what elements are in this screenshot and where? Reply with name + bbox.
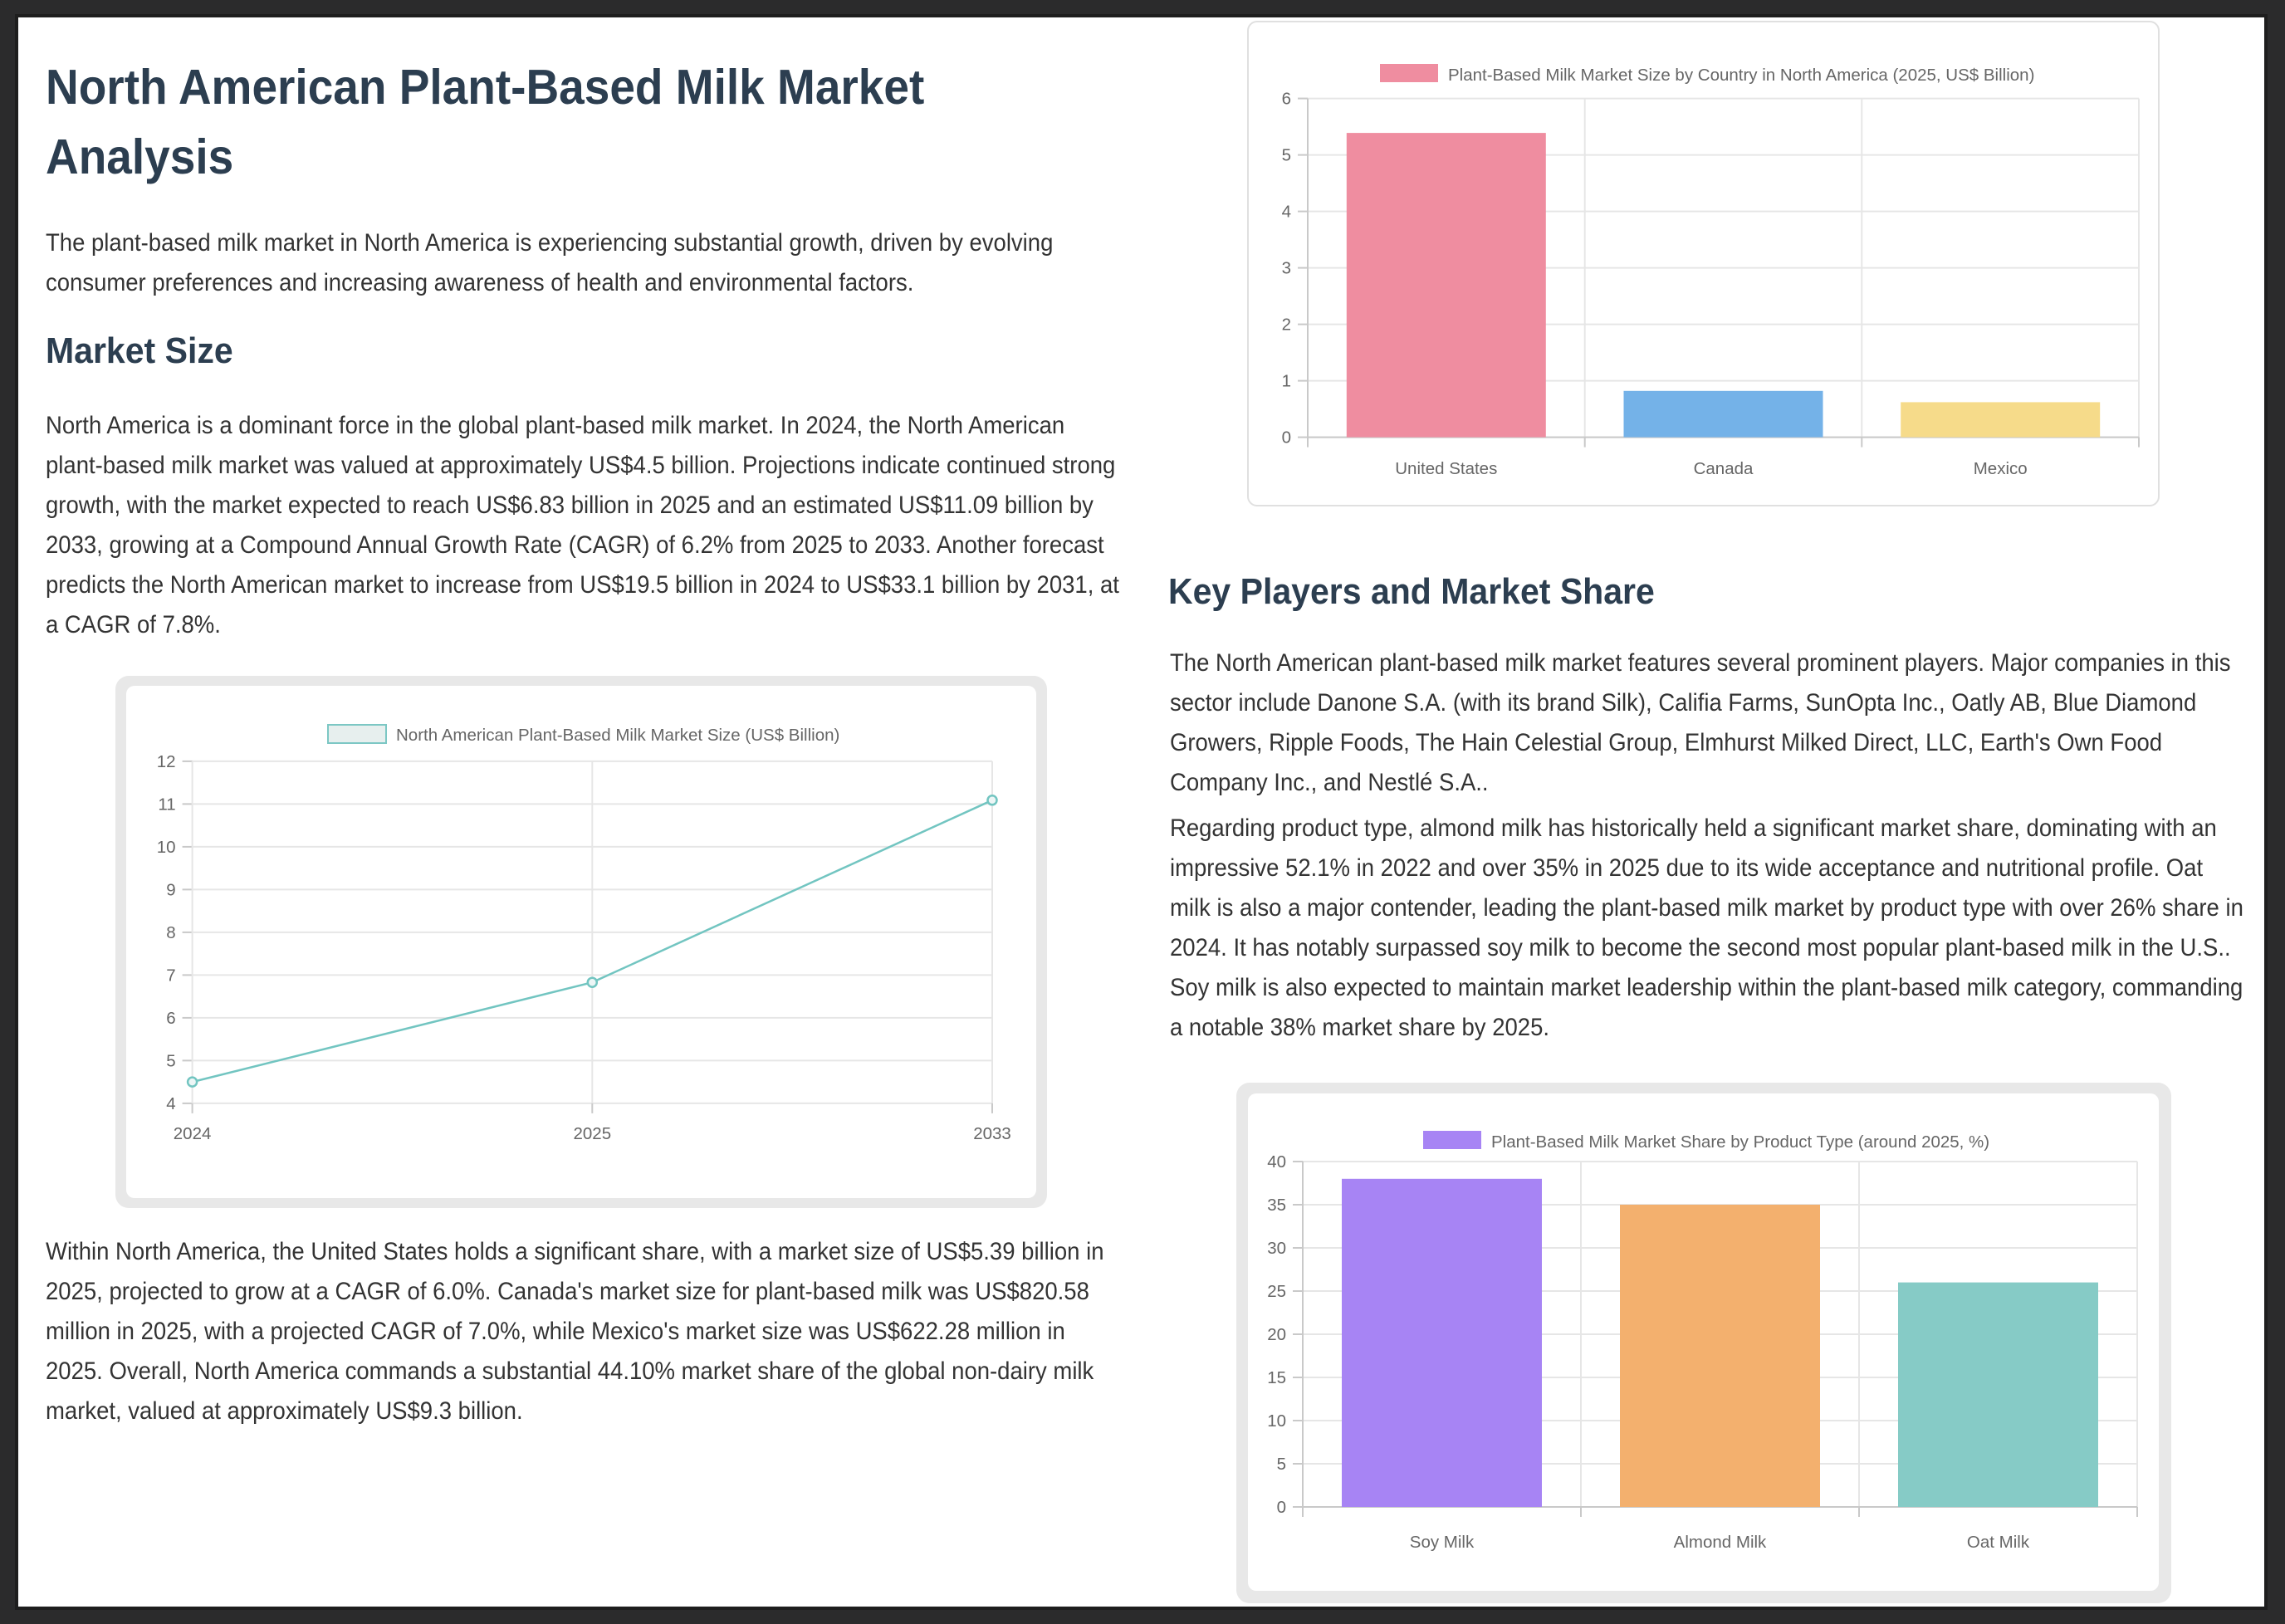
svg-text:5: 5 xyxy=(1277,1455,1286,1474)
svg-text:10: 10 xyxy=(1267,1411,1286,1431)
svg-text:5: 5 xyxy=(1282,146,1291,165)
svg-text:25: 25 xyxy=(1267,1282,1286,1301)
svg-text:Plant-Based Milk Market Share: Plant-Based Milk Market Share by Product… xyxy=(1491,1132,1989,1152)
svg-text:15: 15 xyxy=(1267,1368,1286,1387)
svg-text:Almond Milk: Almond Milk xyxy=(1674,1533,1767,1552)
svg-text:Soy Milk: Soy Milk xyxy=(1410,1533,1475,1552)
svg-text:0: 0 xyxy=(1277,1498,1286,1517)
svg-text:4: 4 xyxy=(166,1094,175,1113)
svg-text:10: 10 xyxy=(157,838,176,857)
svg-text:2033: 2033 xyxy=(973,1124,1011,1143)
svg-text:United States: United States xyxy=(1395,459,1497,478)
svg-text:2024: 2024 xyxy=(174,1124,212,1143)
svg-text:2025: 2025 xyxy=(573,1124,611,1143)
svg-text:4: 4 xyxy=(1282,203,1291,222)
svg-text:3: 3 xyxy=(1282,259,1291,278)
svg-text:9: 9 xyxy=(166,880,175,899)
svg-text:Oat Milk: Oat Milk xyxy=(1967,1533,2030,1552)
svg-text:20: 20 xyxy=(1267,1325,1286,1344)
svg-text:6: 6 xyxy=(1282,90,1291,109)
svg-text:North American Plant-Based Mil: North American Plant-Based Milk Market S… xyxy=(396,726,839,745)
svg-text:5: 5 xyxy=(166,1051,175,1070)
svg-text:30: 30 xyxy=(1267,1239,1286,1258)
svg-text:1: 1 xyxy=(1282,372,1291,391)
svg-text:2: 2 xyxy=(1282,316,1291,335)
svg-text:11: 11 xyxy=(158,795,175,814)
svg-text:6: 6 xyxy=(166,1009,175,1028)
svg-text:35: 35 xyxy=(1267,1196,1286,1215)
svg-text:Canada: Canada xyxy=(1694,459,1754,478)
svg-text:7: 7 xyxy=(166,966,175,985)
svg-text:40: 40 xyxy=(1267,1152,1286,1172)
svg-text:0: 0 xyxy=(1282,428,1291,448)
svg-text:8: 8 xyxy=(166,923,175,942)
svg-text:Plant-Based Milk Market Size b: Plant-Based Milk Market Size by Country … xyxy=(1448,66,2034,85)
svg-text:12: 12 xyxy=(157,752,176,771)
svg-text:Mexico: Mexico xyxy=(1974,459,2028,478)
